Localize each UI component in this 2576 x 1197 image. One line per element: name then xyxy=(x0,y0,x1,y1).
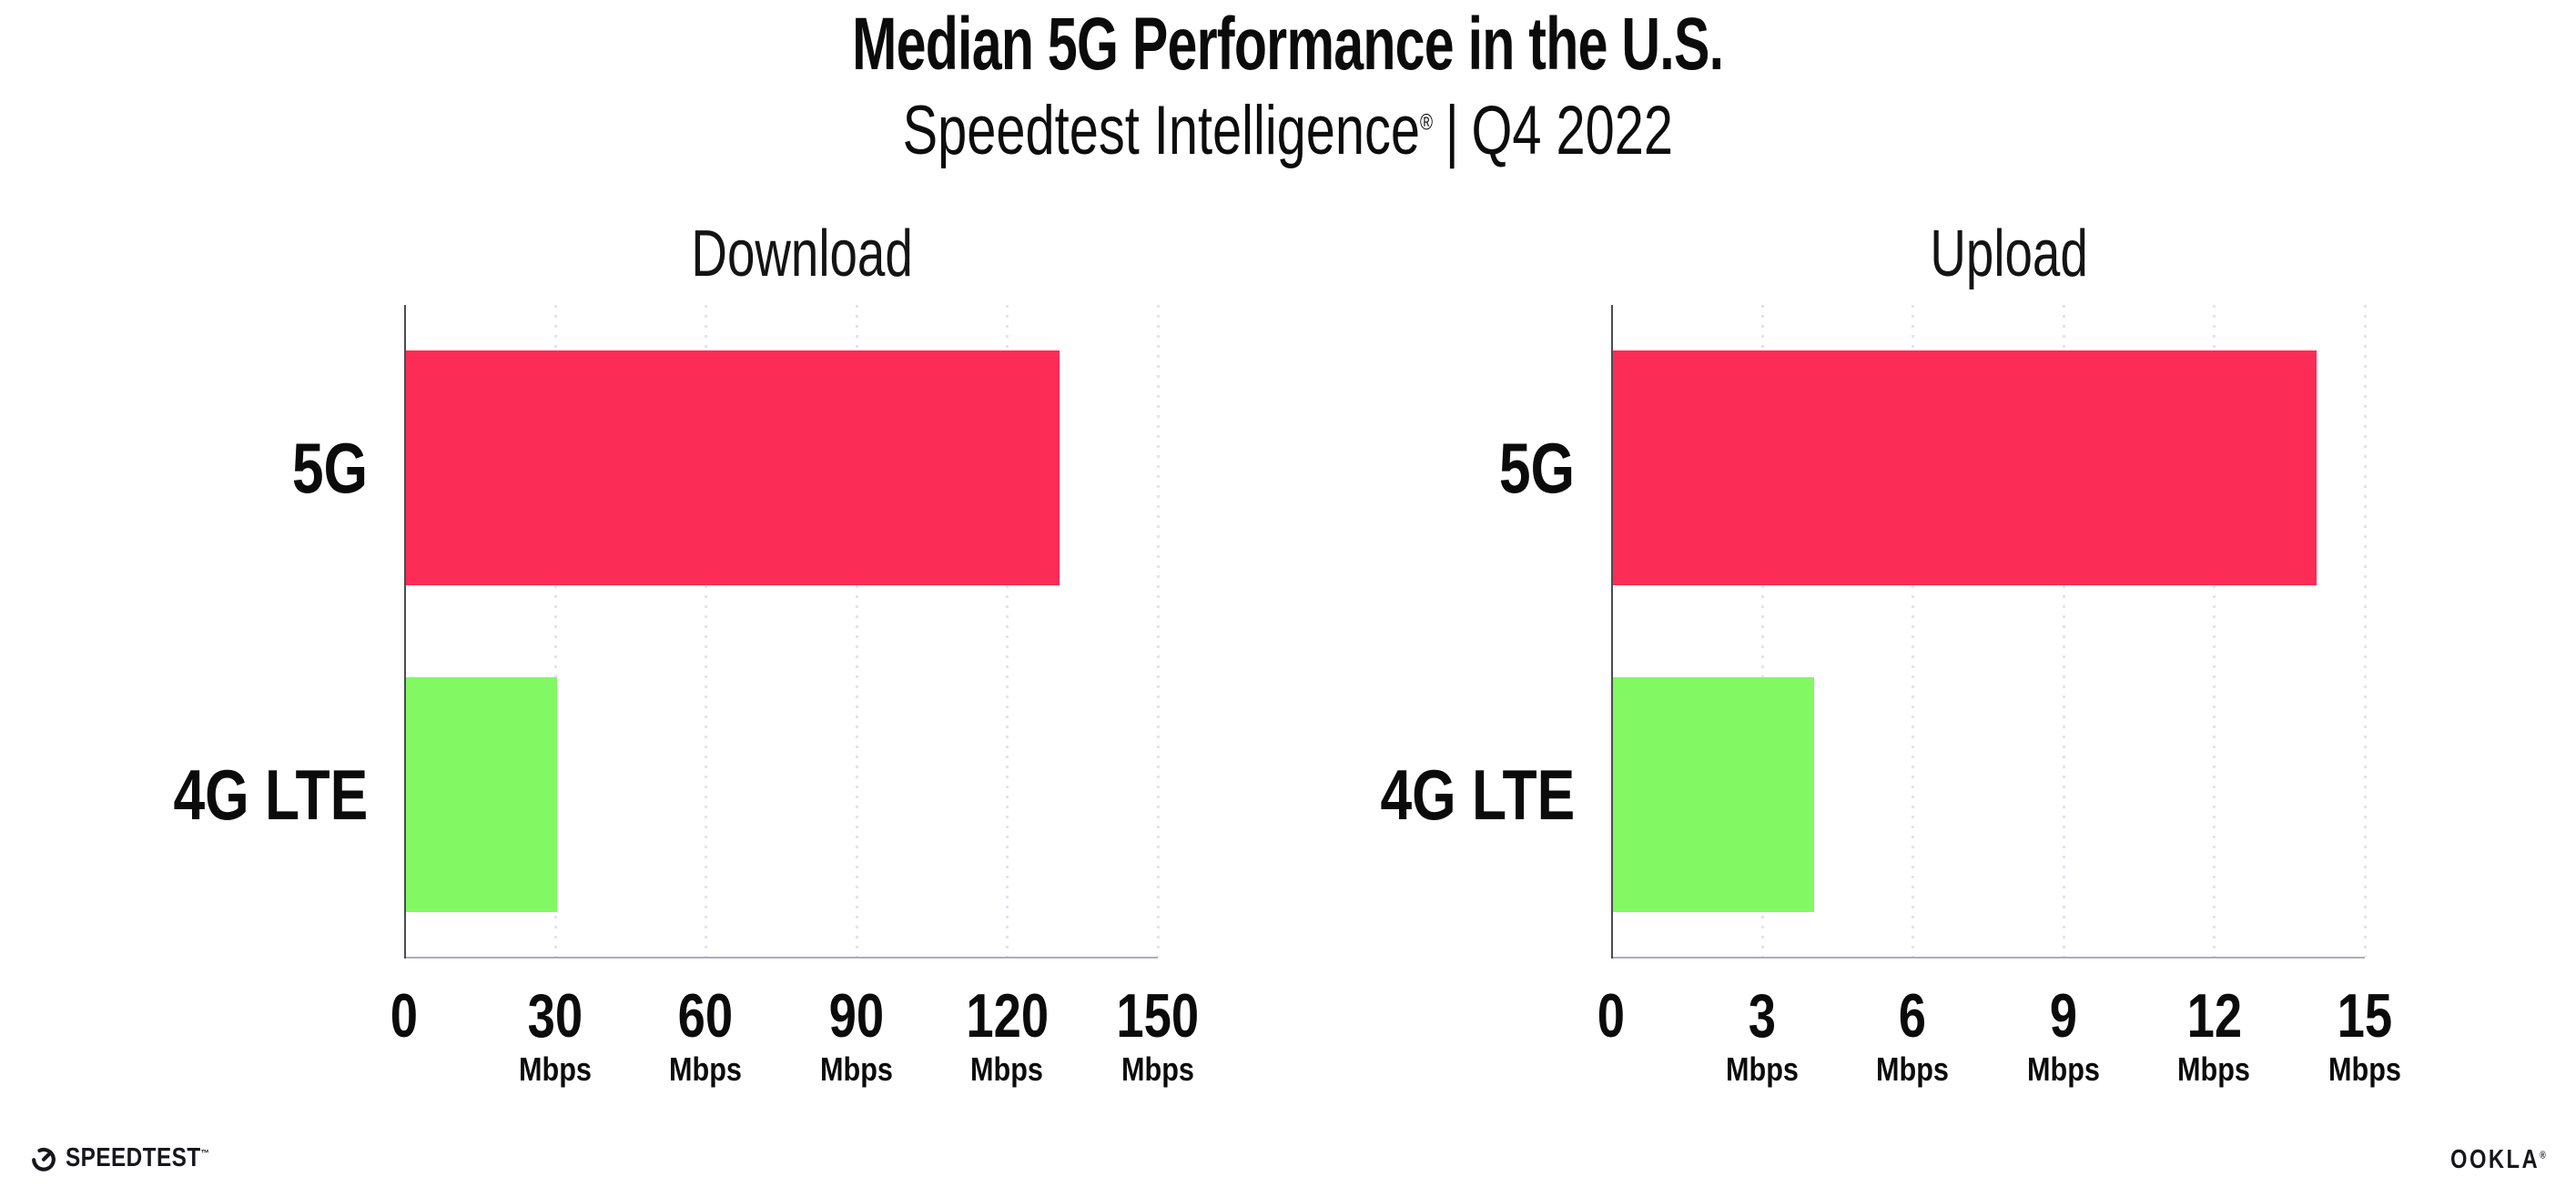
x-tick-value: 150 xyxy=(1116,981,1200,1050)
page-subtitle-text: Speedtest Intelligence® | Q4 2022 xyxy=(903,91,1673,170)
x-tick-unit: Mbps xyxy=(1876,1050,1950,1088)
x-tick-value: 90 xyxy=(828,981,885,1050)
download-category-label-4g-lte: 4G LTE xyxy=(173,755,368,835)
download-chart-plot: 5G 4G LTE 0 30 Mbps 60 Mbps 90 Mbps 120 Mbps 150 M… xyxy=(173,305,1200,1088)
x-tick-3: 3 Mbps xyxy=(1662,982,1862,1088)
x-tick-unit: Mbps xyxy=(970,1050,1044,1088)
x-tick-value: 120 xyxy=(966,981,1049,1050)
ookla-wordmark: OOKLA xyxy=(2450,1145,2541,1174)
x-tick-unit: Mbps xyxy=(518,1050,592,1088)
x-tick-unit: Mbps xyxy=(2328,1050,2401,1088)
x-tick-30: 30 Mbps xyxy=(455,982,655,1088)
x-tick-60: 60 Mbps xyxy=(605,982,806,1088)
x-tick-value: 60 xyxy=(677,981,734,1050)
x-tick-unit: Mbps xyxy=(669,1050,743,1088)
gridline-15 xyxy=(2364,305,2367,957)
x-tick-120: 120 Mbps xyxy=(907,982,1107,1088)
x-tick-6: 6 Mbps xyxy=(1812,982,2013,1088)
upload-y-axis-line xyxy=(1611,305,1613,959)
download-category-label-5g: 5G xyxy=(291,428,368,508)
gridline-3 xyxy=(1760,305,1764,957)
upload-x-axis-line xyxy=(1611,957,2365,959)
gridline-90 xyxy=(855,305,858,957)
x-tick-unit: Mbps xyxy=(1121,1050,1194,1088)
gridline-6 xyxy=(1912,305,1915,957)
gridline-120 xyxy=(1006,305,1009,957)
x-tick-value: 6 xyxy=(1899,981,1927,1050)
x-tick-unit: Mbps xyxy=(2026,1050,2100,1088)
subtitle-brand: Speedtest Intelligence xyxy=(902,92,1421,169)
x-tick-value: 15 xyxy=(2337,981,2393,1050)
download-bar-5g xyxy=(406,350,1060,585)
upload-chart-plot: 5G 4G LTE 0 3 Mbps 6 Mbps 9 Mbps 12 Mbps 15 Mbps xyxy=(1380,305,2407,1088)
x-tick-9: 9 Mbps xyxy=(1963,982,2164,1088)
gridline-12 xyxy=(2213,305,2216,957)
upload-bar-4g-lte xyxy=(1613,677,1814,912)
download-x-axis-line xyxy=(404,957,1158,959)
x-tick-value: 0 xyxy=(1597,981,1626,1050)
x-tick-12: 12 Mbps xyxy=(2114,982,2314,1088)
page-subtitle: Speedtest Intelligence® | Q4 2022 xyxy=(0,91,2576,170)
download-chart-title: Download xyxy=(691,218,913,290)
registered-mark: ® xyxy=(1420,109,1434,136)
page-title-text: Median 5G Performance in the U.S. xyxy=(852,3,1724,86)
gridline-150 xyxy=(1157,305,1160,957)
x-tick-unit: Mbps xyxy=(2177,1050,2251,1088)
upload-category-label-4g-lte: 4G LTE xyxy=(1380,755,1575,835)
x-tick-0: 0 xyxy=(304,982,504,1050)
subtitle-period: Q4 2022 xyxy=(1471,92,1674,169)
x-tick-value: 30 xyxy=(527,981,583,1050)
x-tick-unit: Mbps xyxy=(819,1050,893,1088)
upload-bar-5g xyxy=(1613,350,2317,585)
gridline-30 xyxy=(553,305,557,957)
ookla-registered-mark: ® xyxy=(2540,1150,2546,1161)
x-tick-unit: Mbps xyxy=(1725,1050,1799,1088)
x-tick-value: 3 xyxy=(1748,981,1776,1050)
x-tick-90: 90 Mbps xyxy=(756,982,957,1088)
ookla-logo: OOKLA® xyxy=(2450,1145,2546,1175)
x-tick-value: 0 xyxy=(390,981,419,1050)
gridline-9 xyxy=(2062,305,2065,957)
x-tick-150: 150 Mbps xyxy=(1058,982,1258,1088)
upload-category-label-5g: 5G xyxy=(1498,428,1575,508)
subtitle-separator: | xyxy=(1445,92,1459,169)
gauge-icon xyxy=(32,1147,56,1172)
speedtest-wordmark: SPEEDTEST™ xyxy=(66,1143,210,1172)
download-bar-4g-lte xyxy=(406,677,557,912)
x-tick-value: 9 xyxy=(2049,981,2077,1050)
x-tick-0: 0 xyxy=(1511,982,1711,1050)
gridline-60 xyxy=(705,305,708,957)
x-tick-value: 12 xyxy=(2186,981,2242,1050)
x-tick-15: 15 Mbps xyxy=(2265,982,2465,1088)
speedtest-logo: SPEEDTEST™ xyxy=(30,1143,237,1173)
trademark-mark: ™ xyxy=(200,1148,210,1160)
page-title: Median 5G Performance in the U.S. xyxy=(0,2,2576,87)
download-y-axis-line xyxy=(404,305,406,959)
upload-chart-title: Upload xyxy=(1930,218,2088,290)
